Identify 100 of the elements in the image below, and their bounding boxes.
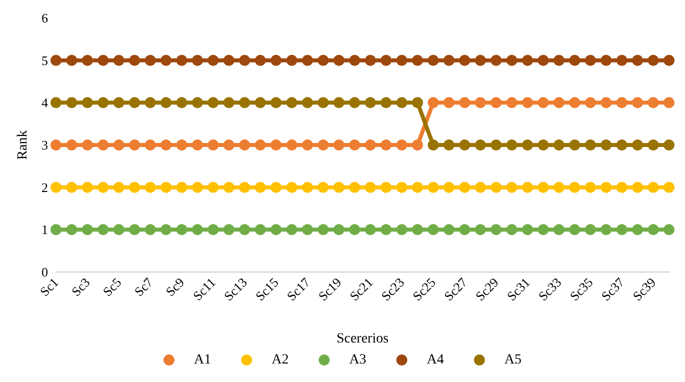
point xyxy=(208,54,219,66)
point xyxy=(98,97,109,108)
y-tick-label: 6 xyxy=(42,10,48,26)
point xyxy=(129,97,140,108)
point xyxy=(270,224,282,236)
point xyxy=(66,54,78,66)
y-axis-title: Rank xyxy=(16,130,30,160)
point xyxy=(616,97,628,108)
point xyxy=(113,54,124,66)
point xyxy=(239,182,250,193)
point xyxy=(239,97,250,108)
y-tick-label: 2 xyxy=(42,180,48,195)
point xyxy=(98,224,109,236)
point xyxy=(648,182,659,193)
point xyxy=(428,54,439,66)
point xyxy=(82,182,93,193)
point xyxy=(82,140,93,150)
point xyxy=(333,224,344,236)
point xyxy=(239,54,250,66)
point xyxy=(380,182,392,193)
point xyxy=(490,140,502,150)
point xyxy=(50,54,62,66)
x-tick-label: Sc39 xyxy=(630,274,659,304)
x-tick-label: Sc3 xyxy=(68,274,93,300)
point xyxy=(506,182,518,193)
point xyxy=(270,97,282,108)
point xyxy=(349,224,360,236)
point xyxy=(223,224,234,236)
point xyxy=(632,140,644,150)
point xyxy=(318,54,329,66)
legend-label: A2 xyxy=(272,352,289,368)
point xyxy=(380,140,392,150)
point xyxy=(538,224,549,236)
point xyxy=(664,182,674,193)
point xyxy=(254,224,266,236)
x-tick-label: Sc23 xyxy=(378,274,408,304)
point xyxy=(632,182,644,193)
point xyxy=(364,54,376,66)
point xyxy=(490,54,502,66)
point xyxy=(50,182,62,193)
point xyxy=(333,97,344,108)
point xyxy=(459,182,470,193)
point xyxy=(459,140,470,150)
point xyxy=(254,140,266,150)
point xyxy=(286,140,298,150)
point xyxy=(412,140,424,150)
point xyxy=(223,97,234,108)
point xyxy=(396,97,408,108)
point xyxy=(459,97,470,108)
point xyxy=(600,54,612,66)
point xyxy=(160,182,172,193)
point xyxy=(318,97,329,108)
point xyxy=(144,54,156,66)
point xyxy=(412,224,424,236)
point xyxy=(616,182,628,193)
point xyxy=(616,140,628,150)
point xyxy=(349,97,360,108)
point xyxy=(160,97,172,108)
point xyxy=(98,54,109,66)
point xyxy=(569,97,580,108)
x-tick-label: Sc29 xyxy=(472,274,502,304)
point xyxy=(553,224,564,236)
point xyxy=(412,97,424,108)
point xyxy=(254,54,266,66)
point xyxy=(50,97,62,108)
point xyxy=(474,224,486,236)
point xyxy=(522,182,534,193)
point xyxy=(160,54,172,66)
y-tick-label: 1 xyxy=(42,222,48,238)
point xyxy=(192,54,203,66)
point xyxy=(208,140,219,150)
point xyxy=(616,54,628,66)
point xyxy=(380,97,392,108)
x-tick-label: Sc19 xyxy=(315,274,344,304)
point xyxy=(333,182,344,193)
point xyxy=(412,54,424,66)
point xyxy=(396,182,408,193)
point xyxy=(364,224,376,236)
point xyxy=(208,224,219,236)
point xyxy=(176,140,188,150)
point xyxy=(318,182,329,193)
point xyxy=(490,182,502,193)
point xyxy=(286,97,298,108)
x-tick-label: Sc11 xyxy=(190,274,218,304)
y-tick-label: 5 xyxy=(42,52,48,68)
point xyxy=(270,182,282,193)
point xyxy=(176,97,188,108)
y-tick-label: 4 xyxy=(42,95,48,110)
point xyxy=(192,140,203,150)
point xyxy=(286,182,298,193)
point xyxy=(66,182,78,193)
point xyxy=(584,140,596,150)
point xyxy=(538,97,549,108)
x-tick-label: Sc31 xyxy=(504,274,533,304)
point xyxy=(144,140,156,150)
point xyxy=(569,182,580,193)
point xyxy=(600,182,612,193)
point xyxy=(459,224,470,236)
point xyxy=(129,182,140,193)
point xyxy=(176,182,188,193)
